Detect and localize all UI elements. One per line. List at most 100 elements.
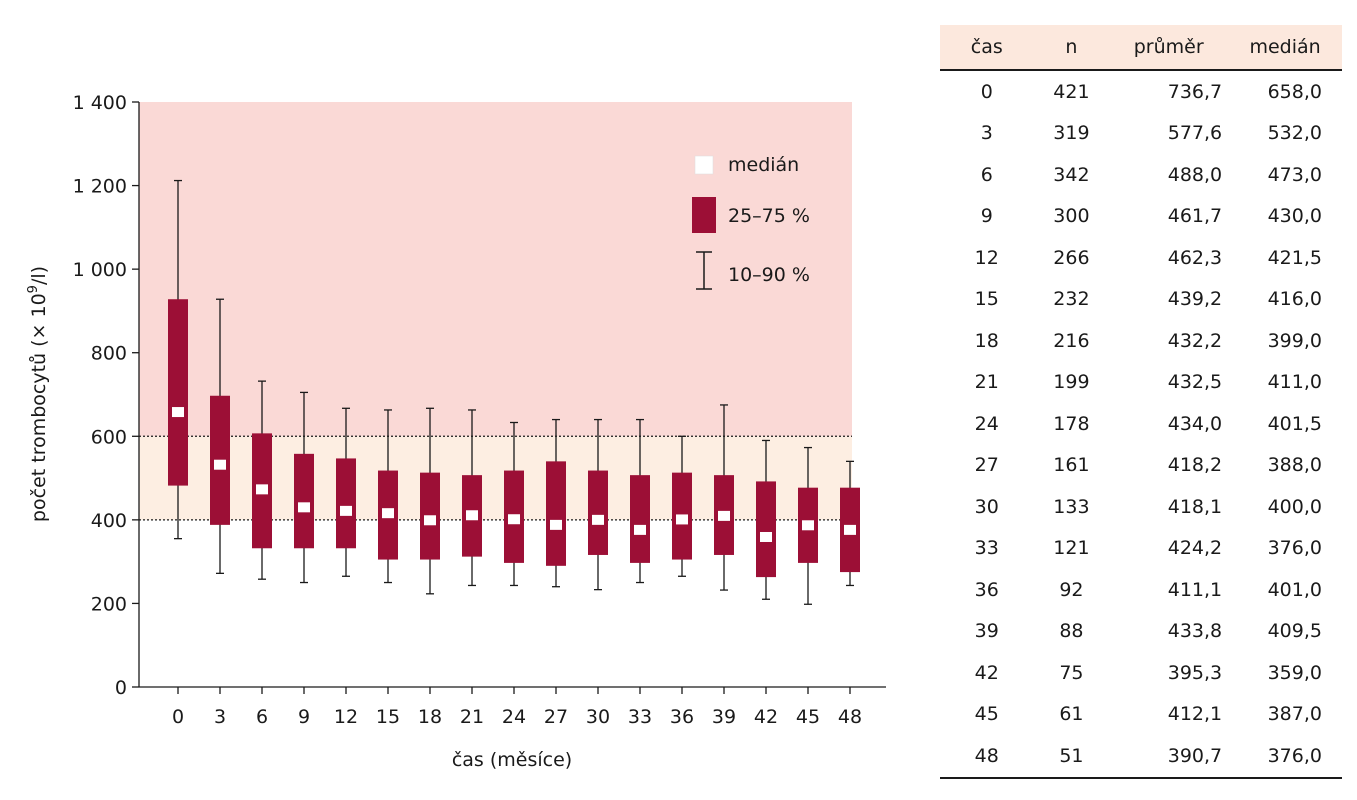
table-cell: 736,7 [1167,80,1223,103]
x-tick-label: 33 [628,706,652,728]
x-tick-label: 39 [712,706,736,728]
table-cell: 27 [974,454,999,477]
table-cell: 12 [974,246,999,269]
median-marker [256,484,268,495]
table-row: 27 161 418,2 388,0 [940,445,1342,487]
iqr-box [168,299,188,486]
x-tick-label: 0 [172,706,184,728]
y-tick-label: 1 400 [73,92,127,114]
median-marker [214,459,226,470]
box-15 [378,409,398,584]
reference-lines [139,435,852,521]
median-marker [718,510,730,521]
y-tick-label: 200 [91,593,127,615]
box-9 [294,391,314,584]
median-marker [508,514,520,525]
y-tick-label: 800 [91,343,127,365]
x-tick-label: 27 [544,706,568,728]
table-cell: 488,0 [1167,163,1223,186]
table-cell: 461,7 [1167,205,1223,228]
box-12 [336,407,356,577]
table-cell: 388,0 [1267,454,1322,477]
median-marker [550,519,562,530]
median-marker [844,524,856,535]
table-cell: 424,2 [1167,537,1223,560]
table-cell: 658,0 [1267,80,1322,103]
box-39 [714,404,734,591]
y-tick-label: 0 [115,677,127,699]
table-cell: 178 [1053,412,1090,435]
x-tick-label: 21 [460,706,484,728]
table-cell: 399,0 [1267,329,1322,352]
table-cell: 0 [980,80,993,103]
iqr-box [588,470,608,555]
table-row: 48 51 390,7 376,0 [940,735,1342,779]
iqr-box [756,481,776,578]
x-tick-label: 30 [586,706,610,728]
legend-iqr-label: 25–75 % [728,205,810,227]
table-row: 24 178 434,0 401,5 [940,403,1342,445]
table-row: 3 319 577,6 532,0 [940,113,1342,155]
table-cell: 421 [1053,80,1090,103]
table-cell: 232 [1053,288,1090,311]
y-axis-title-superscript: 9 [26,285,41,293]
table-cell: 75 [1059,661,1084,684]
y-axis-title: počet trombocytů (× 109/l) [26,266,50,522]
median-marker [760,531,772,542]
x-tick-label: 45 [796,706,820,728]
table-cell: 9 [980,205,993,228]
table-cell: 51 [1033,735,1110,779]
y-tick-label: 600 [91,426,127,448]
table-cell: 216 [1053,329,1090,352]
table-cell: 15 [974,288,999,311]
table-cell: 359,0 [1267,661,1322,684]
table-row: 9 300 461,7 430,0 [940,196,1342,238]
table-cell: 88 [1059,620,1084,643]
table-cell: 462,3 [1167,246,1223,269]
table-cell: 411,0 [1267,371,1322,394]
table-cell: 433,8 [1167,620,1223,643]
legend-iqr-swatch [692,197,716,233]
box-42 [756,439,776,600]
table-cell: 418,2 [1167,454,1223,477]
table-row: 39 88 433,8 409,5 [940,611,1342,653]
table-cell: 409,5 [1267,620,1322,643]
statistics-table: čas n průměr medián 0 421 736,7 658,0 3 319 57… [940,25,1342,779]
median-marker [424,515,436,526]
box-27 [546,418,566,588]
median-marker [298,502,310,513]
box-21 [462,409,482,587]
table-row: 18 216 432,2 399,0 [940,320,1342,362]
median-marker [466,510,478,521]
table-cell: 411,1 [1167,578,1223,601]
box-48 [840,460,860,587]
median-marker [802,520,814,531]
header-time: čas [940,25,1034,71]
header-n: n [1033,25,1110,71]
table-cell: 439,2 [1167,288,1223,311]
table-cell: 376,0 [1267,537,1322,560]
table-cell: 387,0 [1267,703,1322,726]
table-cell: 432,2 [1167,329,1223,352]
median-marker [634,524,646,535]
table-row: 42 75 395,3 359,0 [940,652,1342,694]
table-cell: 42 [974,661,999,684]
box-3 [210,298,230,574]
table-cell: 434,0 [1167,412,1223,435]
table-cell: 430,0 [1267,205,1322,228]
table-cell: 199 [1053,371,1090,394]
x-tick-label: 42 [754,706,778,728]
box-6 [252,380,272,580]
table-cell: 133 [1053,495,1090,518]
legend: medián 25–75 % 10–90 % [692,154,810,290]
table-cell: 300 [1053,205,1090,228]
x-axis-title: čas (měsíce) [452,749,572,771]
table-cell: 33 [974,537,999,560]
table-cell: 39 [974,620,999,643]
table-row: 12 266 462,3 421,5 [940,237,1342,279]
table-cell: 395,3 [1167,661,1223,684]
table-cell: 376,0 [1228,735,1342,779]
iqr-box [630,475,650,563]
x-tick-label: 3 [214,706,226,728]
table-cell: 161 [1053,454,1090,477]
